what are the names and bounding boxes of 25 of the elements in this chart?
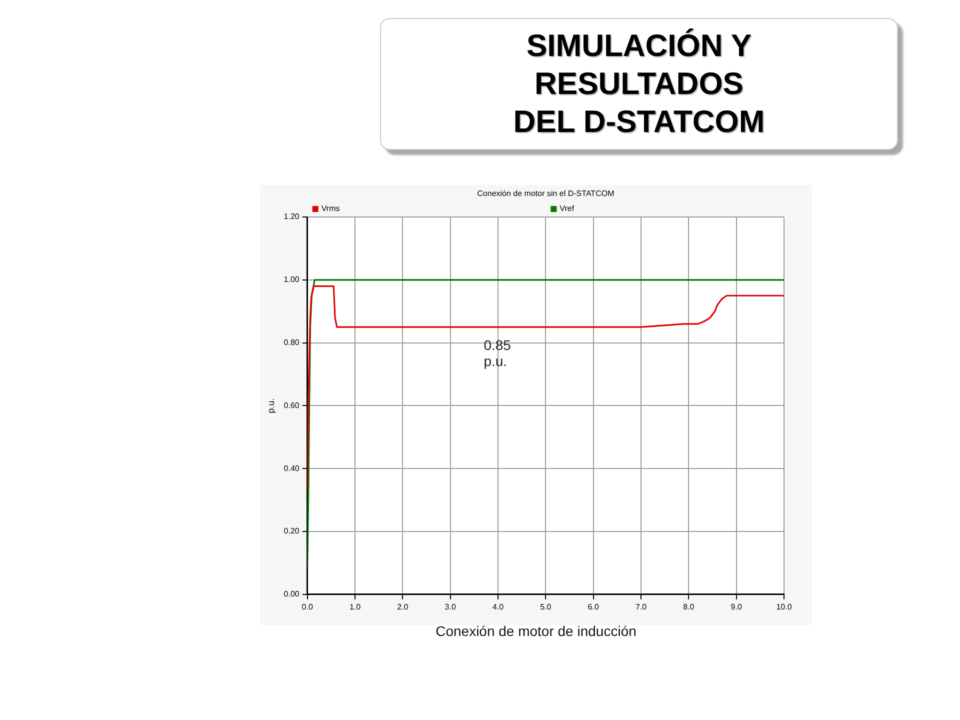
- y-tick-label: 1.00: [284, 275, 300, 284]
- x-tick-label: 8.0: [683, 602, 695, 612]
- y-tick-label: 0.60: [284, 400, 300, 410]
- y-tick-label: 0.80: [284, 338, 300, 348]
- x-tick-label: 5.0: [540, 602, 552, 612]
- legend-label: Vrms: [321, 204, 340, 214]
- x-tick-label: 2.0: [397, 602, 409, 612]
- legend-label: Vref: [560, 204, 575, 214]
- y-tick-label: 0.40: [284, 464, 300, 473]
- x-tick-label: 10.0: [776, 602, 792, 612]
- annotation: 0.85 p.u.: [484, 336, 512, 369]
- x-tick-label: 1.0: [349, 602, 362, 612]
- x-tick-label: 3.0: [444, 602, 456, 612]
- x-tick-label: 0.0: [302, 602, 314, 612]
- chart-title: SIMULACIÓN Y RESULTADOS DEL D-STATCOM: [512, 27, 766, 141]
- x-tick-label: 9.0: [730, 602, 742, 612]
- y-tick-label: 0.20: [284, 526, 300, 536]
- x-tick-label: 4.0: [492, 602, 504, 612]
- x-tick-label: 7.0: [635, 602, 648, 612]
- chart-subtitle: Conexión de motor sin el D-STATCOM: [477, 189, 615, 198]
- x-tick-label: 6.0: [588, 602, 600, 612]
- text: Conexión de motor de inducción: [436, 623, 636, 639]
- y-axis-title: p.u.: [266, 398, 276, 414]
- y-tick-label: 1.20: [284, 212, 300, 222]
- y-tick-label: 0.00: [284, 590, 300, 599]
